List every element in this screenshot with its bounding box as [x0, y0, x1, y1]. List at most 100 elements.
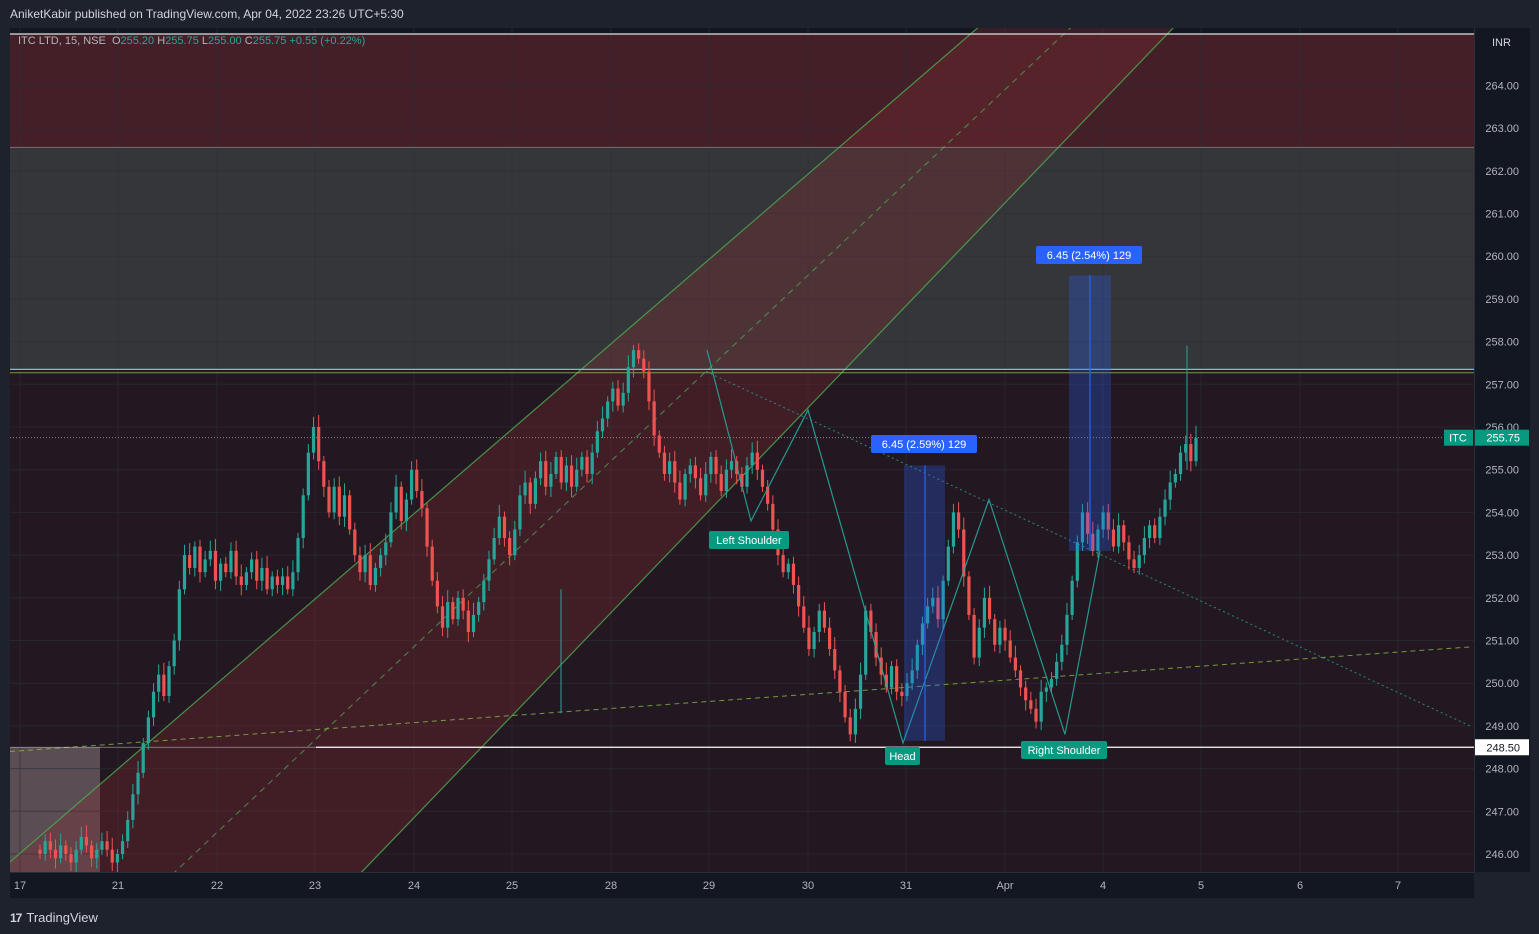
current-price-text: 255.75 [1486, 433, 1520, 445]
candle-body [456, 597, 460, 620]
legend-change: +0.55 (+0.22%) [289, 35, 366, 47]
candle-body [926, 606, 930, 624]
candle-body [477, 602, 481, 615]
head-text: Head [889, 751, 915, 763]
candle-body [1024, 687, 1028, 701]
label-head: Head [885, 747, 920, 765]
lower-zone-tint [10, 369, 1474, 872]
candle-body [533, 478, 538, 504]
candle-body [688, 465, 692, 474]
price-tick-label: 264.00 [1485, 80, 1519, 92]
candle-body [440, 606, 445, 628]
support-price-badge [1475, 739, 1529, 756]
label-left-shoulder-bg [709, 531, 789, 549]
time-tick-label: 17 [14, 880, 26, 892]
candle-body [131, 794, 135, 820]
candle-body [683, 473, 687, 500]
candle-body [1116, 525, 1121, 547]
candle-body [368, 555, 372, 585]
candle-body [931, 597, 935, 607]
candle-body [802, 606, 806, 628]
candle-body [528, 482, 532, 504]
support-price-text: 248.50 [1486, 742, 1520, 754]
candle-body [750, 452, 754, 466]
candle-body [373, 567, 378, 585]
candle-body [502, 516, 507, 539]
candle-body [53, 849, 58, 859]
time-tick-label: 28 [605, 880, 617, 892]
candle-body [430, 546, 434, 581]
candle-body [332, 486, 336, 513]
top-bar: AniketKabir published on TradingView.com… [0, 0, 1539, 28]
plot-group [10, 28, 1474, 872]
candle-body [817, 610, 821, 632]
candle-body [652, 401, 656, 436]
candle-body [79, 836, 83, 850]
time-tick-label: 24 [408, 880, 420, 892]
candle-body [126, 819, 130, 842]
candle-body [234, 550, 238, 577]
price-tick-label: 254.00 [1485, 507, 1519, 519]
candle-body [1060, 644, 1064, 662]
candle-body [198, 546, 202, 573]
candle-body [43, 841, 47, 854]
candle-body [1168, 482, 1172, 500]
candle-body [487, 559, 491, 581]
candle-body [1132, 559, 1136, 568]
candle-body [822, 610, 827, 628]
candle-body [1065, 614, 1069, 645]
candle-body [621, 392, 625, 406]
candle-body [848, 717, 852, 735]
currency-label[interactable]: INR [1492, 37, 1511, 49]
candle-body [910, 670, 914, 684]
supply-zone-red [10, 34, 1474, 148]
candle-body [394, 486, 398, 513]
candle-body [781, 555, 785, 573]
candle-body [889, 666, 894, 688]
price-tick-label: 249.00 [1485, 721, 1519, 733]
candle-body [662, 452, 667, 474]
candle-body [229, 550, 233, 573]
price-tick-label: 247.00 [1485, 806, 1519, 818]
time-axis[interactable] [10, 872, 1474, 899]
legend-close: 255.75 [252, 35, 287, 47]
candle-body [853, 708, 857, 735]
candle-body [807, 627, 811, 650]
channel-fill [10, 28, 1174, 872]
candle-body [260, 567, 264, 581]
candle-body [523, 482, 527, 496]
candle-body [972, 614, 976, 658]
candle-body [451, 602, 455, 620]
trendline-dotted [705, 371, 1471, 727]
price-tick-label: 255.00 [1485, 465, 1519, 477]
tradingview-logo[interactable]: 17 TradingView [10, 910, 98, 925]
channel-lower-line [360, 28, 1174, 872]
label-measure-1: 6.45 (2.59%) 129 [871, 435, 977, 453]
candle-body [729, 461, 734, 470]
candle-body [157, 674, 161, 692]
time-tick-label: Apr [996, 880, 1013, 892]
candle-body [409, 469, 414, 500]
candle-body [275, 576, 279, 585]
candle-body [286, 576, 290, 590]
price-tick-label: 252.00 [1485, 593, 1519, 605]
price-axis[interactable] [1474, 28, 1530, 872]
symbol-legend: ITC LTD, 15, NSE O255.20 H255.75 L255.00… [18, 35, 365, 47]
current-price-badge [1475, 429, 1529, 446]
candle-body [755, 452, 759, 470]
candle-body [786, 563, 790, 573]
candle-body [1163, 499, 1167, 517]
left-shoulder-text: Left Shoulder [716, 535, 782, 547]
candle-body [951, 512, 956, 547]
candle-body [936, 597, 940, 620]
candle-body [353, 529, 357, 556]
price-tick-label: 259.00 [1485, 294, 1519, 306]
candle-body [895, 666, 899, 692]
candle-body [363, 555, 367, 573]
measure-1-text: 6.45 (2.59%) 129 [882, 439, 966, 451]
candle-body [575, 469, 579, 487]
candle-body [492, 538, 496, 560]
price-tick-label: 260.00 [1485, 251, 1519, 263]
legend-open: 255.20 [120, 35, 155, 47]
candle-body [384, 542, 388, 556]
